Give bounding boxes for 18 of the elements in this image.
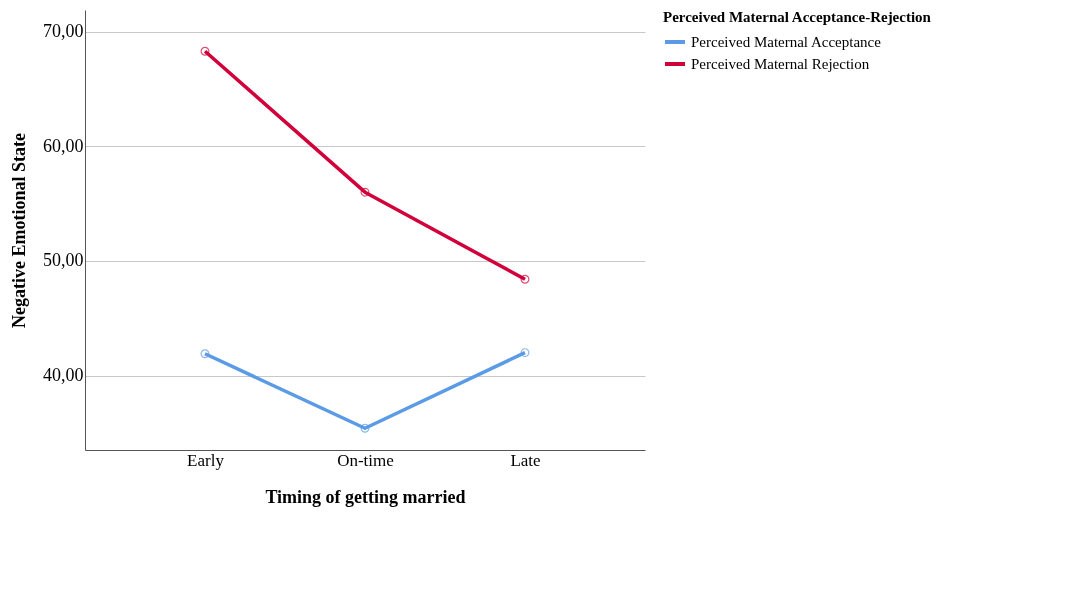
y-axis-title: Negative Emotional State bbox=[9, 133, 29, 328]
y-tick-label: 40,00 bbox=[43, 365, 84, 386]
point bbox=[360, 187, 370, 197]
x-tick-label: Early bbox=[187, 450, 225, 470]
legend-title: Perceived Maternal Acceptance-Rejection bbox=[663, 9, 932, 25]
y-tick-label: 50,00 bbox=[43, 250, 84, 271]
point bbox=[520, 274, 530, 284]
y-tick-label: 70,00 bbox=[43, 21, 84, 42]
legend-label: Perceived Maternal Rejection bbox=[691, 56, 870, 72]
x-tick-label: On-time bbox=[337, 450, 394, 470]
x-axis-title: Timing of getting married bbox=[265, 486, 466, 507]
point bbox=[200, 46, 210, 56]
point bbox=[360, 423, 370, 433]
y-tick-label: 60,00 bbox=[43, 135, 84, 156]
point bbox=[520, 348, 530, 358]
legend-label: Perceived Maternal Acceptance bbox=[691, 34, 882, 50]
x-tick-label: Late bbox=[510, 450, 541, 470]
point bbox=[200, 349, 210, 359]
